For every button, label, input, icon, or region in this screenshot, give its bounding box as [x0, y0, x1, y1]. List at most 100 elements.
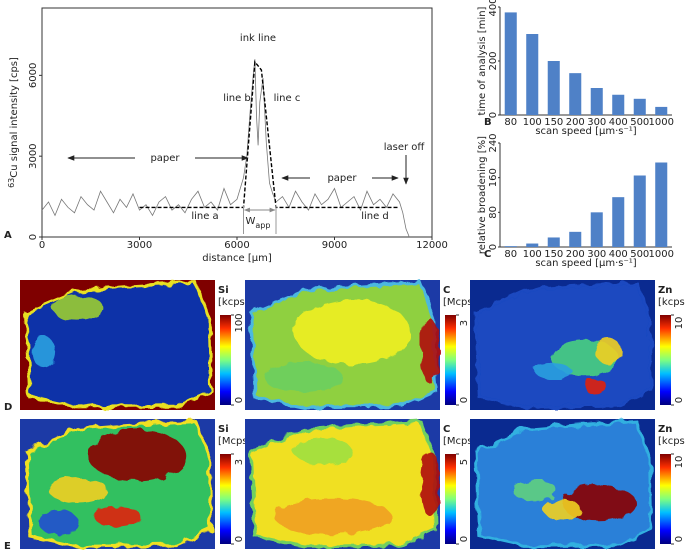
bar [504, 12, 517, 115]
unit-label: [Mcps] [443, 297, 477, 308]
bar [526, 243, 539, 247]
colorbar [445, 454, 456, 544]
y-tick-label: 200 [488, 51, 499, 70]
bar [569, 73, 582, 115]
x-tick-label: 200 [566, 117, 585, 128]
x-tick-label: 100 [523, 117, 542, 128]
bar [590, 212, 603, 247]
isotope-superscript: 63 [7, 178, 16, 188]
panel-label: A [4, 230, 12, 241]
map-region [474, 420, 653, 548]
x-tick-label: 9000 [322, 240, 347, 251]
map-spot [31, 335, 56, 368]
y-axis-label-text: Cu signal intensity [cps] [9, 57, 20, 178]
colorbar-tick-label: 0 [674, 536, 685, 542]
annotation-main: W [246, 216, 256, 227]
colorbar-tick-label: 3 [234, 459, 245, 465]
map-spot [584, 378, 607, 395]
plot-frame [41, 7, 433, 238]
colorbar-tick-label: 0 [234, 536, 245, 542]
x-tick-label: 200 [566, 249, 585, 260]
x-axis-label: distance [µm] [202, 253, 272, 264]
annotation: line b [223, 93, 251, 104]
map-spot [595, 338, 622, 365]
unit-label: [kcps] [658, 297, 685, 308]
annotation: line d [361, 211, 389, 222]
panel-label: C [484, 249, 491, 260]
annotation: laser off [384, 142, 426, 153]
bar [526, 34, 539, 115]
element-label: Zn [658, 424, 672, 435]
colorbar-tick-label: 3 [459, 320, 470, 326]
x-tick-label: 3000 [127, 240, 152, 251]
y-axis-label: time of analysis [min] [477, 6, 488, 115]
x-tick-label: 500 [630, 249, 649, 260]
element-label: C [443, 424, 450, 435]
colorbar-tick-label: 10 [674, 317, 685, 330]
map-spot [544, 499, 581, 521]
y-axis-label: relative broadening [%] [477, 136, 488, 254]
colorbar-tick-label: 0 [674, 397, 685, 403]
unit-label: [kcps] [658, 436, 685, 447]
annotation: Wapp [246, 216, 271, 230]
y-tick-label: 0 [28, 234, 39, 240]
map-spot [88, 429, 186, 482]
element-label: Si [218, 424, 229, 435]
x-tick-label: 500 [630, 117, 649, 128]
map-spot [39, 510, 79, 536]
map-spot [512, 480, 557, 501]
map-spot [49, 477, 108, 504]
map-spot [534, 363, 572, 379]
panel-label: E [4, 541, 11, 552]
bar [504, 246, 517, 247]
x-tick-label: 80 [504, 249, 517, 260]
y-tick-label: 400 [488, 0, 499, 17]
annotation: line c [274, 93, 301, 104]
colorbar [660, 454, 671, 544]
y-tick-label: 0 [488, 112, 499, 118]
x-tick-label: 400 [609, 249, 628, 260]
y-tick-label: 0 [488, 244, 499, 250]
bar [655, 162, 668, 247]
x-tick-label: 1000 [649, 117, 674, 128]
annotation: paper [150, 153, 180, 164]
element-label: C [443, 285, 450, 296]
bar [633, 98, 646, 115]
colorbar [220, 315, 231, 405]
fit-line [139, 60, 400, 209]
colorbar [445, 315, 456, 405]
map-spot [53, 295, 104, 322]
x-axis-label: scan speed [µm·s⁻¹] [535, 126, 636, 137]
y-tick-label: 6000 [28, 63, 39, 88]
map-spot [264, 361, 343, 394]
y-tick-label: 160 [488, 168, 499, 187]
map-spot [274, 498, 392, 535]
bar [612, 94, 625, 115]
bar [633, 175, 646, 247]
colorbar-tick-label: 0 [234, 397, 245, 403]
unit-label: [Mcps] [218, 436, 252, 447]
map-spot [420, 319, 440, 384]
map-spot [293, 438, 353, 465]
bar [569, 231, 582, 247]
x-tick-label: 6000 [224, 240, 249, 251]
y-axis-label: 63Cu signal intensity [cps] [7, 57, 21, 188]
map-spot [293, 299, 411, 365]
bar [547, 61, 560, 115]
unit-label: [Mcps] [443, 436, 477, 447]
x-tick-label: 400 [609, 117, 628, 128]
y-tick-label: 3000 [28, 143, 39, 168]
x-tick-label: 0 [39, 240, 45, 251]
bar [655, 106, 668, 115]
panel-label: D [4, 402, 12, 413]
map-spot [562, 485, 637, 522]
colorbar-tick-label: 5 [459, 459, 470, 465]
bar [590, 88, 603, 115]
bar [547, 237, 560, 247]
x-tick-label: 12000 [416, 240, 448, 251]
element-label: Si [218, 285, 229, 296]
bar [612, 197, 625, 247]
map-spot [420, 451, 440, 517]
